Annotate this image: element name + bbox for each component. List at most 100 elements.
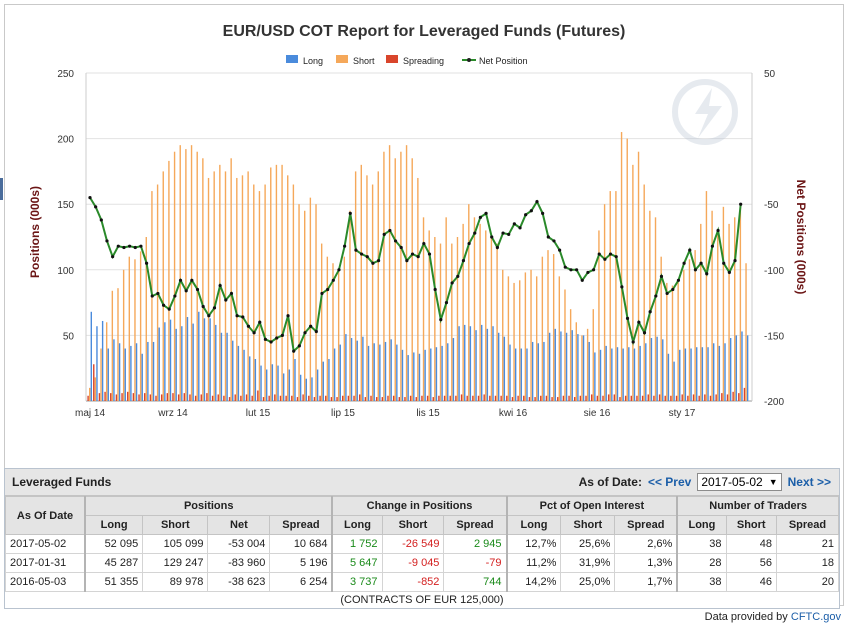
- long-bar: [181, 326, 183, 401]
- net-position-point: [484, 211, 488, 215]
- cell-chg-long: 5 647: [331, 553, 383, 573]
- y-tick-label: 150: [57, 200, 74, 211]
- long-bar: [339, 344, 341, 401]
- net-position-point: [569, 268, 573, 272]
- spreading-bar: [308, 395, 310, 401]
- leveraged-funds-panel: Leveraged Funds As of Date: << Prev 2017…: [4, 468, 840, 609]
- cell-trd-short: 46: [725, 572, 777, 592]
- x-tick-label: lis 15: [416, 408, 440, 419]
- next-date-link[interactable]: Next >>: [787, 475, 831, 489]
- net-position-point: [563, 265, 567, 269]
- net-position-point: [722, 261, 726, 265]
- long-bar: [577, 334, 579, 401]
- short-bar: [258, 191, 261, 401]
- long-bar: [333, 348, 336, 401]
- spreading-bar: [675, 395, 678, 401]
- long-bar: [554, 328, 556, 401]
- net-position-point: [676, 278, 681, 282]
- spreading-bar: [698, 395, 700, 401]
- cftc-link[interactable]: CFTC.gov: [790, 611, 841, 623]
- short-bar: [700, 223, 702, 401]
- net-position-point: [337, 268, 341, 272]
- long-bar: [690, 348, 692, 401]
- spreading-bar: [449, 395, 451, 401]
- short-bar: [524, 272, 527, 401]
- spreading-bar: [455, 395, 457, 401]
- long-bar: [192, 323, 194, 401]
- long-bar: [673, 361, 675, 401]
- cell-trd-short: 48: [725, 534, 777, 554]
- cell-pos-short: 129 247: [142, 553, 209, 573]
- short-bar: [417, 177, 419, 401]
- spreading-bar: [483, 394, 485, 401]
- short-bar: [304, 210, 306, 401]
- short-bar: [94, 377, 97, 401]
- short-bar: [287, 175, 289, 401]
- short-bar: [253, 184, 255, 401]
- short-bar: [513, 282, 515, 401]
- short-bar: [89, 387, 91, 401]
- long-bar: [158, 327, 160, 401]
- net-position-point: [416, 255, 420, 259]
- panel-title: Leveraged Funds: [12, 475, 112, 489]
- spreading-bar: [302, 394, 304, 401]
- y-tick-label: 250: [57, 69, 74, 80]
- short-bar: [683, 269, 685, 401]
- spreading-bar: [687, 395, 689, 401]
- long-bar: [209, 318, 211, 401]
- net-position-point: [201, 304, 205, 309]
- short-bar: [711, 210, 713, 401]
- short-bar: [745, 263, 747, 401]
- spreading-bar: [200, 394, 202, 401]
- short-bar: [547, 250, 549, 401]
- spreading-bar: [534, 397, 536, 401]
- long-bar: [198, 311, 200, 401]
- spreading-bar: [658, 394, 661, 401]
- long-bar: [101, 320, 104, 401]
- spreading-bar: [325, 395, 327, 401]
- date-select[interactable]: 2017-05-02 ▼: [697, 473, 782, 491]
- x-tick-label: wrz 14: [157, 408, 188, 419]
- prev-date-link[interactable]: << Prev: [647, 475, 692, 489]
- long-bar: [458, 326, 460, 401]
- long-bar: [424, 349, 426, 401]
- spreading-bar: [409, 395, 412, 401]
- short-bar: [360, 164, 362, 401]
- long-bar: [481, 324, 483, 401]
- left-edge-marker: [0, 178, 3, 200]
- net-position-point: [348, 211, 352, 215]
- net-position-point: [229, 291, 234, 296]
- short-bar: [122, 269, 125, 401]
- chart-title: EUR/USD COT Report for Leveraged Funds (…: [223, 23, 626, 40]
- long-bar: [322, 361, 324, 401]
- net-position-point: [529, 209, 533, 213]
- cell-trd-long: 38: [676, 534, 727, 554]
- panel-header: Leveraged Funds As of Date: << Prev 2017…: [5, 469, 839, 496]
- short-bar: [173, 151, 176, 401]
- net-position-point: [139, 244, 143, 248]
- short-bar: [298, 204, 300, 401]
- net-position-point: [252, 331, 256, 335]
- short-bar: [400, 151, 402, 401]
- net-position-point: [659, 274, 664, 278]
- spreading-bar: [726, 394, 729, 401]
- y-tick-label: 100: [57, 266, 74, 277]
- short-bar: [739, 204, 742, 401]
- spreading-bar: [115, 394, 118, 401]
- short-bar: [383, 151, 385, 401]
- long-bar: [452, 338, 455, 401]
- cell-pct-short: 25,0%: [560, 572, 616, 592]
- spreading-bar: [93, 364, 95, 401]
- net-position-point: [512, 222, 516, 226]
- table-row: 2017-01-31 45 287 129 247 -83 960 5 196 …: [5, 553, 840, 573]
- net-position-point: [710, 244, 714, 248]
- net-position-point: [343, 244, 347, 248]
- long-bar: [441, 345, 443, 401]
- spreading-bar: [217, 394, 219, 401]
- short-bar: [620, 132, 623, 402]
- short-bar: [111, 290, 114, 401]
- net-position-point: [518, 226, 522, 230]
- short-bar: [462, 223, 464, 401]
- y-axis-label: Positions (000s): [28, 186, 42, 278]
- as-of-date-label: As of Date:: [578, 475, 642, 489]
